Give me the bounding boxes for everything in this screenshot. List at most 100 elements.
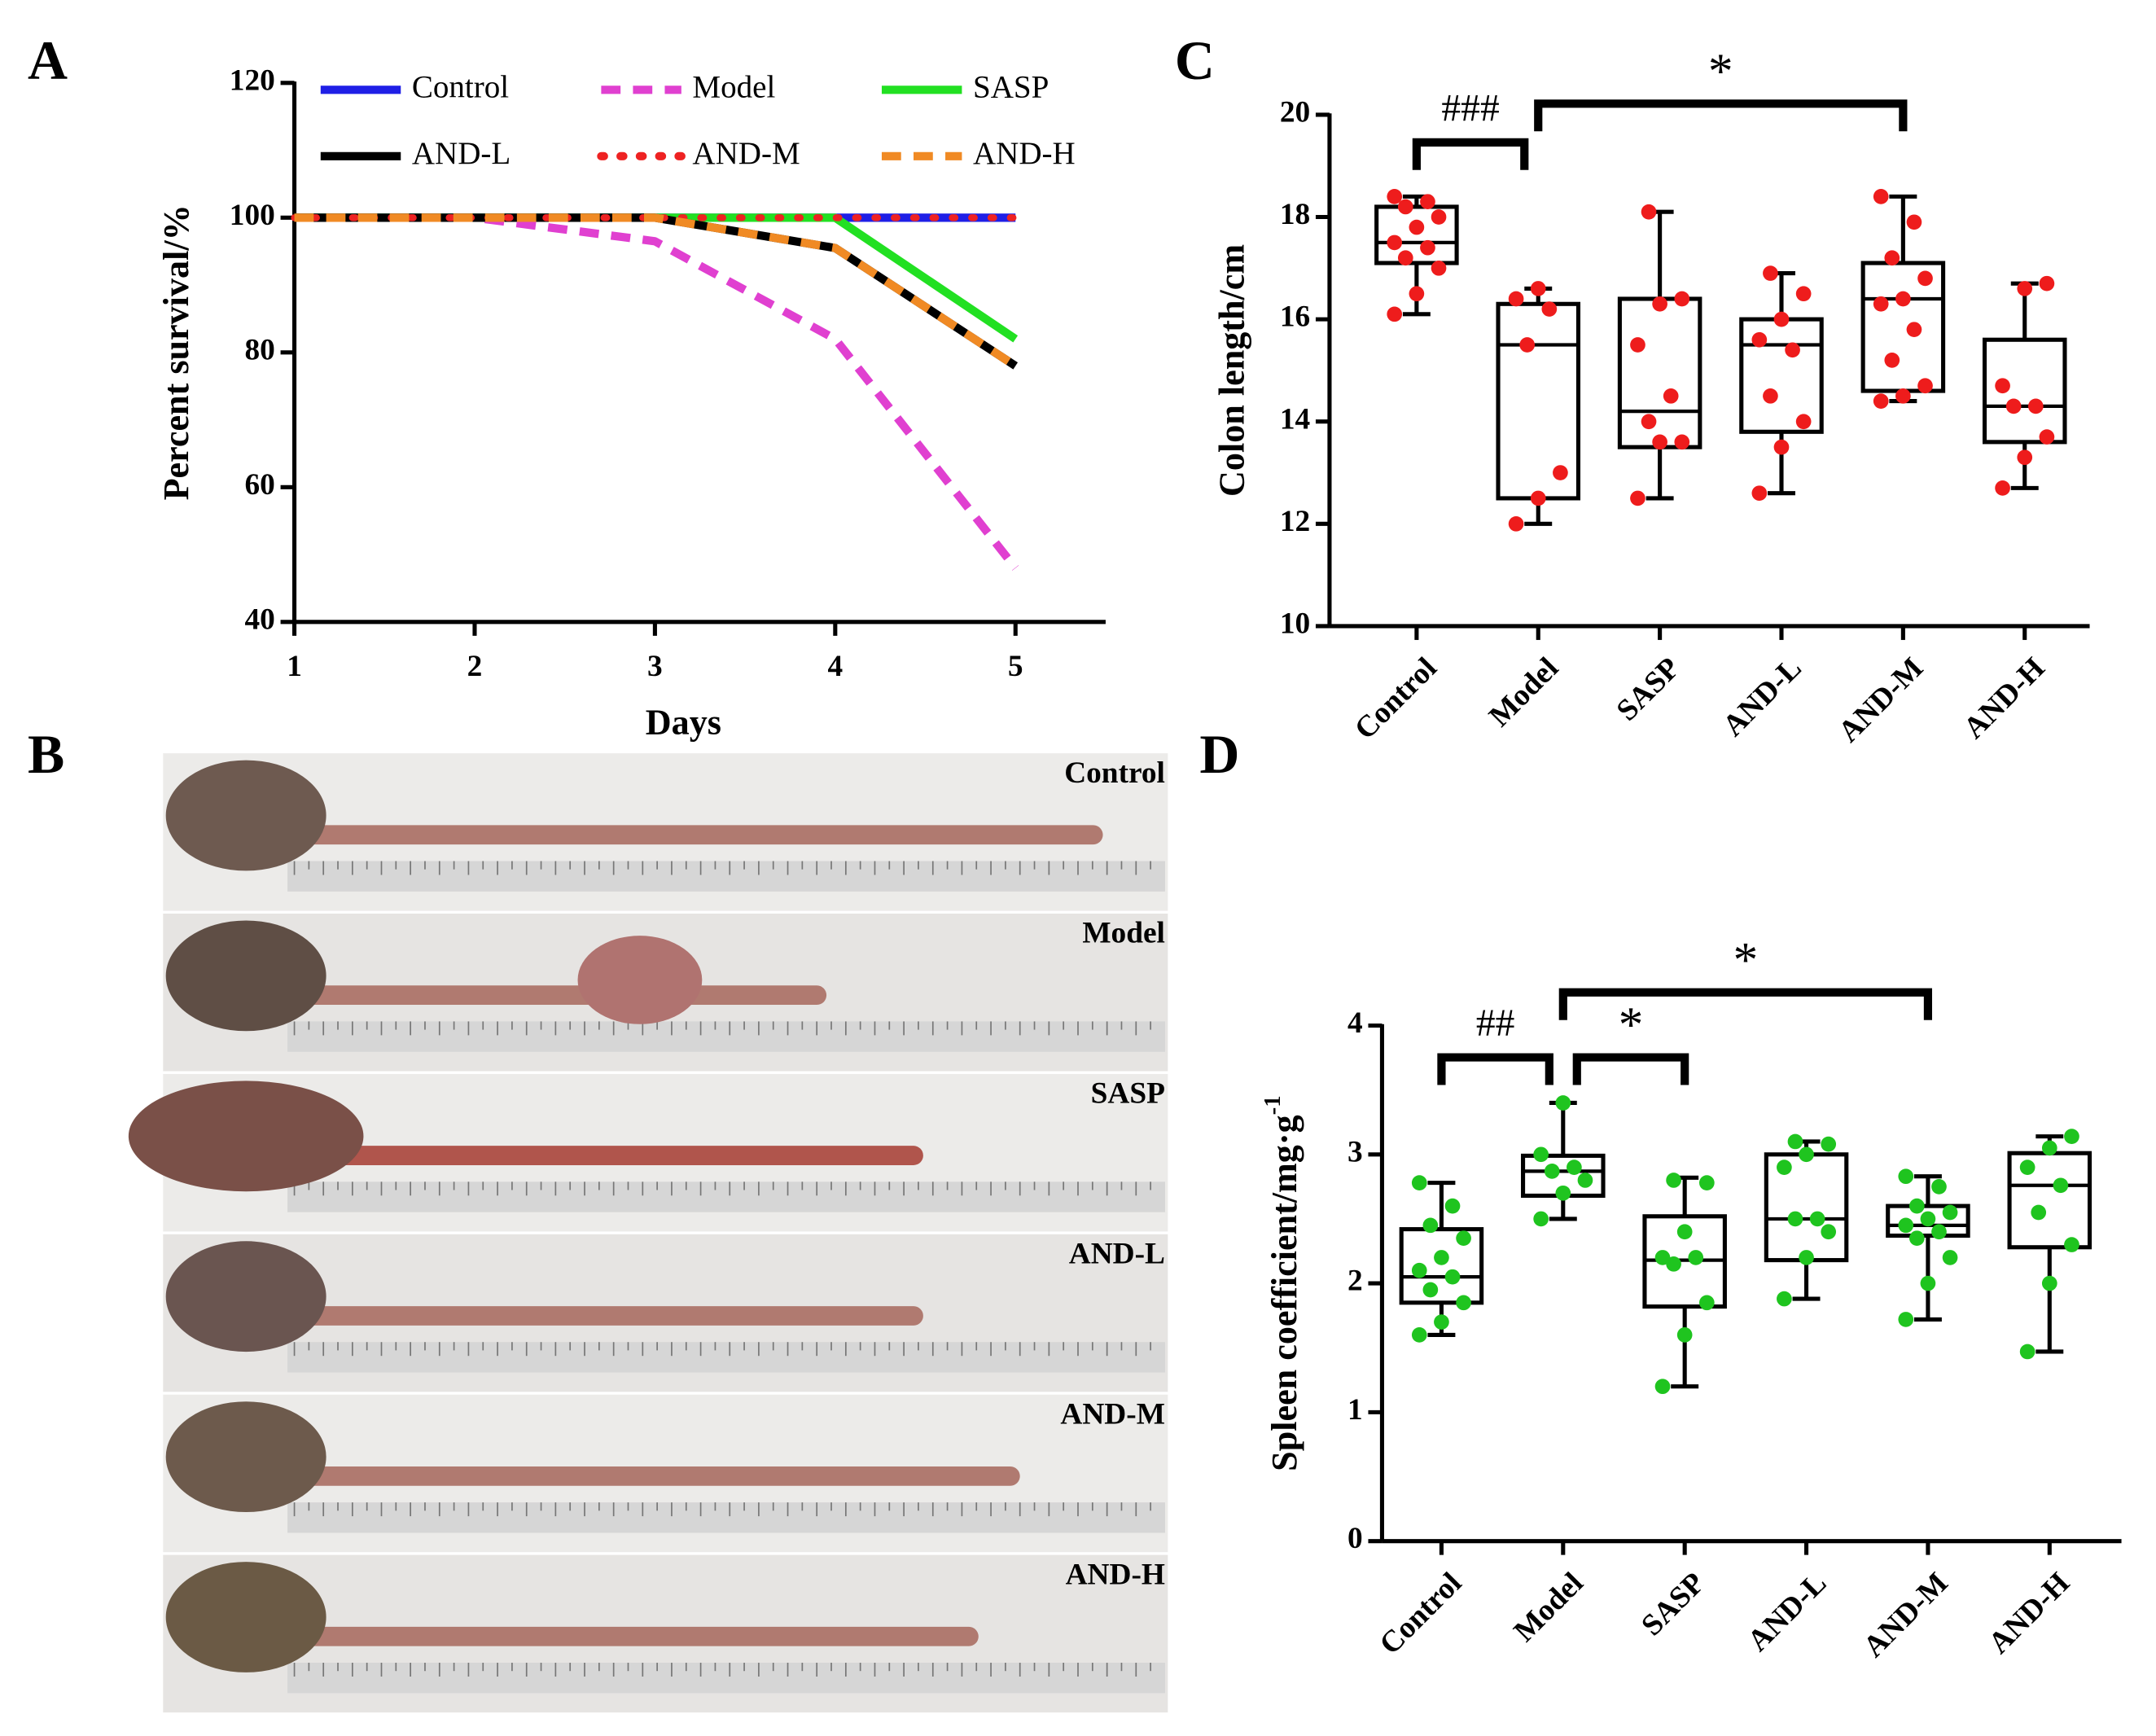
y-tick-label: 14 xyxy=(1280,402,1310,436)
x-tick-label: SASP xyxy=(1635,1567,1711,1643)
photo-label: AND-H xyxy=(1066,1558,1165,1591)
y-tick-label: 120 xyxy=(230,64,275,97)
panel-letter: D xyxy=(1199,724,1239,785)
significance-bracket xyxy=(1558,988,1933,1020)
significance-label: * xyxy=(1619,998,1644,1053)
ruler xyxy=(287,1181,1165,1212)
data-point xyxy=(1387,306,1403,322)
data-point xyxy=(2019,1344,2035,1360)
x-axis-label: Days xyxy=(646,702,721,742)
data-point xyxy=(1541,301,1558,317)
data-point xyxy=(1799,1146,1814,1163)
series-line xyxy=(294,213,1019,370)
data-point xyxy=(1411,1175,1427,1190)
data-point xyxy=(1898,1312,1914,1327)
data-point xyxy=(1821,1136,1837,1152)
colon xyxy=(287,1306,923,1326)
data-point xyxy=(1411,1327,1427,1343)
data-point xyxy=(1809,1211,1825,1227)
data-point xyxy=(1942,1250,1958,1265)
significance-bracket xyxy=(1572,1053,1689,1085)
data-point xyxy=(1751,331,1768,348)
box xyxy=(1886,1203,1970,1238)
data-point xyxy=(2053,1177,2069,1194)
data-point xyxy=(1530,490,1546,506)
data-point xyxy=(1920,1211,1936,1227)
data-point xyxy=(1641,414,1657,430)
significance-label: ## xyxy=(1476,1002,1515,1045)
data-point xyxy=(1387,235,1403,251)
data-point xyxy=(1873,189,1889,204)
colon xyxy=(287,985,827,1006)
x-tick-label: 4 xyxy=(827,650,843,683)
y-tick-label: 0 xyxy=(1348,1522,1363,1555)
significance-bracket xyxy=(1412,138,1529,170)
panel-letter: C xyxy=(1175,30,1215,91)
data-point xyxy=(1895,388,1911,404)
data-point xyxy=(1787,1133,1803,1150)
y-axis-label-text: Spleen coefficient/mg·g xyxy=(1264,1115,1304,1471)
data-point xyxy=(1567,1160,1582,1175)
ruler xyxy=(287,1663,1165,1694)
data-point xyxy=(1654,1379,1671,1395)
significance-bracket xyxy=(1437,1053,1553,1085)
data-point xyxy=(1553,465,1568,480)
data-point xyxy=(1795,286,1812,302)
data-point xyxy=(1422,1217,1439,1234)
y-tick-label: 2 xyxy=(1348,1265,1363,1298)
data-point xyxy=(1397,199,1413,215)
data-point xyxy=(1773,439,1790,455)
data-point xyxy=(1763,388,1778,404)
y-axis-label-text: Colon length/cm xyxy=(1212,244,1252,497)
data-point xyxy=(1898,1217,1914,1234)
colon xyxy=(287,1146,923,1165)
data-point xyxy=(1995,378,2010,394)
legend-label: Model xyxy=(692,69,775,104)
data-point xyxy=(1533,1146,1549,1163)
data-point xyxy=(2041,1275,2057,1291)
data-point xyxy=(1666,1173,1681,1188)
data-point xyxy=(1821,1224,1837,1240)
data-point xyxy=(2027,398,2044,414)
data-point xyxy=(1795,414,1812,430)
stomach xyxy=(165,1401,326,1513)
data-point xyxy=(1787,1211,1803,1227)
data-point xyxy=(1456,1295,1471,1311)
x-tick-label: Model xyxy=(1483,651,1565,734)
x-tick-label: AND-H xyxy=(1957,651,2052,746)
y-tick-label: 10 xyxy=(1280,607,1310,641)
significance-label: * xyxy=(1708,44,1733,99)
x-tick-label: SASP xyxy=(1610,651,1687,728)
colon xyxy=(287,825,1103,845)
y-tick-label: 100 xyxy=(230,199,275,232)
data-point xyxy=(1906,322,1922,338)
data-point xyxy=(1942,1204,1958,1221)
photo-label: AND-M xyxy=(1060,1397,1165,1431)
data-point xyxy=(2039,275,2055,292)
tumor xyxy=(577,936,703,1024)
data-point xyxy=(1530,281,1546,296)
data-point xyxy=(1917,270,1933,287)
data-point xyxy=(2017,281,2033,296)
data-point xyxy=(1431,260,1447,276)
data-point xyxy=(1698,1175,1715,1190)
data-point xyxy=(1931,1179,1947,1195)
legend-label: AND-H xyxy=(973,136,1076,171)
data-point xyxy=(1676,1224,1693,1240)
data-point xyxy=(1434,1314,1449,1330)
legend-label: SASP xyxy=(973,69,1049,104)
legend-label: AND-M xyxy=(692,136,800,171)
data-point xyxy=(1663,388,1679,404)
data-point xyxy=(1422,1282,1439,1298)
data-point xyxy=(1420,239,1435,256)
photo-label: Model xyxy=(1082,917,1165,950)
data-point xyxy=(1751,485,1768,501)
data-point xyxy=(1630,490,1645,506)
y-tick-label: 40 xyxy=(244,603,274,636)
data-point xyxy=(1884,353,1900,368)
data-point xyxy=(2064,1237,2079,1252)
x-tick-label: Control xyxy=(1374,1567,1468,1661)
data-point xyxy=(1630,337,1645,353)
stomach xyxy=(165,1241,326,1352)
data-point xyxy=(2019,1160,2035,1175)
